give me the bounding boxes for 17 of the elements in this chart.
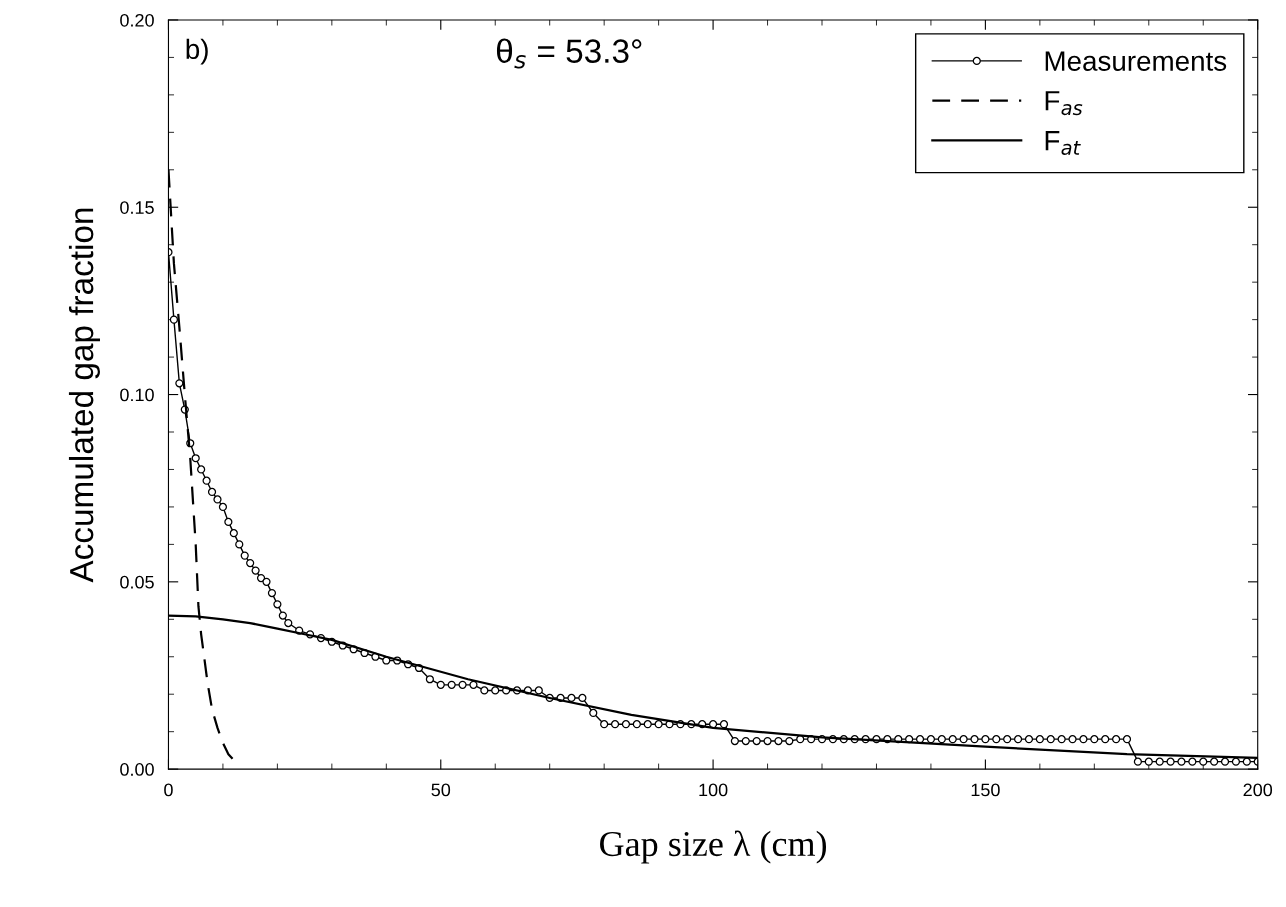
y-tick-label: 0.10 bbox=[120, 388, 154, 402]
x-tick-label: 100 bbox=[699, 783, 728, 797]
x-tick-label: 200 bbox=[1243, 783, 1273, 797]
y-tick-label: 0.20 bbox=[120, 13, 154, 27]
legend-label: F$_{as}$ bbox=[1045, 91, 1083, 116]
y-axis-title: Accumulated gap fraction bbox=[68, 208, 100, 583]
x-axis-title: Gap size λ (cm) bbox=[600, 830, 827, 864]
y-tick-label: 0.00 bbox=[120, 763, 154, 776]
x-tick-label: 0 bbox=[164, 783, 173, 797]
annotation: b) bbox=[186, 38, 208, 65]
legend-label: Measurements bbox=[1045, 51, 1227, 71]
legend-label: F$_{at}$ bbox=[1045, 131, 1081, 155]
annotation: θ$_{s}$ = 53.3° bbox=[496, 38, 642, 69]
y-tick-label: 0.05 bbox=[120, 575, 154, 589]
y-tick-label: 0.15 bbox=[120, 201, 154, 214]
x-tick-label: 50 bbox=[431, 783, 451, 797]
x-tick-label: 150 bbox=[971, 783, 1000, 797]
